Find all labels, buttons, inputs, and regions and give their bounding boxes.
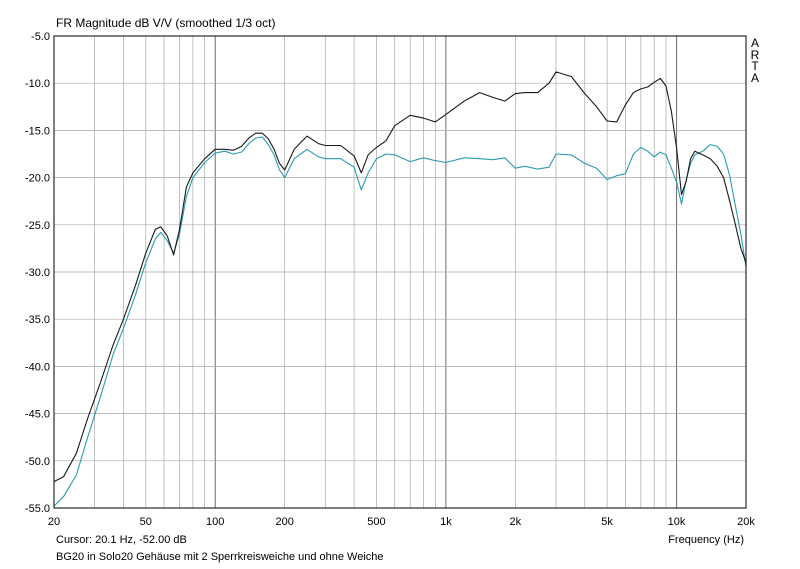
x-tick-label: 50 [140,516,152,528]
y-tick-label: -30.0 [25,267,50,279]
x-tick-label: 20 [48,516,60,528]
x-tick-label: 500 [367,516,385,528]
arta-watermark: A R T A [750,36,760,85]
x-tick-label: 1k [440,516,452,528]
watermark-letter: A [750,36,759,50]
series-layer [53,71,747,507]
y-tick-label: -10.0 [25,78,50,90]
x-tick-label: 20k [737,516,755,528]
tick-labels: -5.0 -10.0 -15.0 -20.0 -25.0 -30.0 -35.0 -40.0 -… [25,31,755,528]
x-tick-label: 100 [206,516,224,528]
plot-frame [53,35,747,509]
cursor-readout: Cursor: 20.1 Hz, -52.00 dB [56,534,187,546]
y-tick-label: -25.0 [25,220,50,232]
y-tick-label: -20.0 [25,173,50,185]
watermark-letter: T [751,59,759,73]
y-tick-label: -45.0 [25,409,50,421]
y-tick-label: -55.0 [25,503,50,515]
x-tick-label: 5k [601,516,613,528]
y-tick-label: -50.0 [25,456,50,468]
series-line [53,136,747,507]
grid-layer [54,36,746,508]
x-axis-label: Frequency (Hz) [668,534,744,546]
y-tick-label: -15.0 [25,125,50,137]
series-line [53,71,747,483]
chart-caption: BG20 in Solo20 Gehäuse mit 2 Sperrkreisw… [56,551,384,563]
watermark-letter: R [750,47,760,62]
y-tick-label: -40.0 [25,361,50,373]
x-tick-label: 200 [275,516,293,528]
chart-title: FR Magnitude dB V/V (smoothed 1/3 oct) [56,16,276,30]
watermark-letter: A [750,70,759,85]
x-tick-label: 10k [668,516,686,528]
x-tick-label: 2k [510,516,522,528]
y-tick-label: -5.0 [31,31,50,43]
y-tick-label: -35.0 [25,314,50,326]
